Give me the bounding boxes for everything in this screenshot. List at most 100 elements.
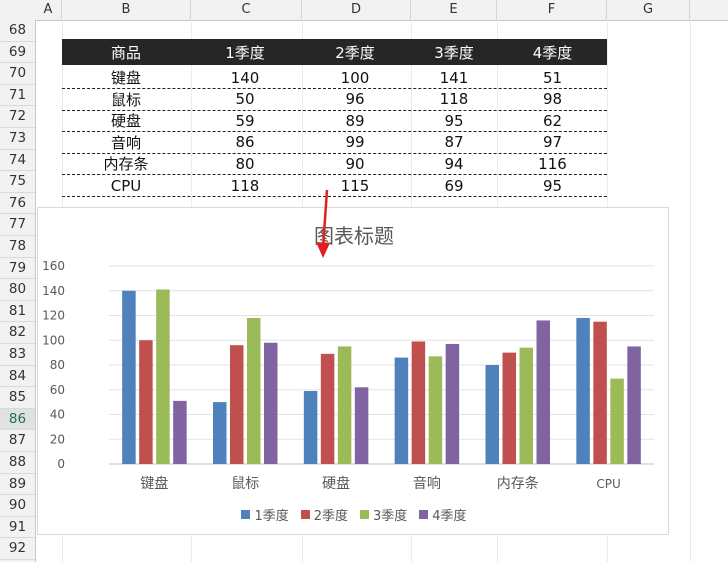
- row-header-84[interactable]: 84: [0, 366, 35, 388]
- row-header-72[interactable]: 72: [0, 106, 35, 128]
- row-header-81[interactable]: 81: [0, 301, 35, 323]
- bar-2季度-鼠标[interactable]: [230, 345, 244, 464]
- table-cell[interactable]: 内存条: [103, 155, 149, 174]
- bar-4季度-CPU[interactable]: [627, 346, 641, 464]
- table-cell[interactable]: 3季度: [434, 43, 474, 62]
- row-header-80[interactable]: 80: [0, 279, 35, 301]
- legend-item[interactable]: 2季度: [300, 505, 348, 524]
- bar-1季度-CPU[interactable]: [576, 317, 590, 464]
- table-cell[interactable]: 95: [444, 111, 464, 130]
- table-cell[interactable]: 59: [235, 111, 255, 130]
- bar-2季度-键盘[interactable]: [139, 340, 153, 464]
- table-cell[interactable]: 51: [542, 68, 563, 87]
- table-cell[interactable]: 97: [542, 133, 563, 152]
- table-row-divider: [62, 196, 607, 197]
- row-header-74[interactable]: 74: [0, 150, 35, 172]
- table-cell[interactable]: 69: [444, 176, 464, 195]
- row-header-69[interactable]: 69: [0, 42, 35, 64]
- bar-3季度-内存条[interactable]: [519, 347, 534, 464]
- row-header-78[interactable]: 78: [0, 236, 35, 258]
- table-cell[interactable]: 89: [345, 111, 365, 130]
- row-header-90[interactable]: 90: [0, 495, 35, 517]
- bar-4季度-硬盘[interactable]: [354, 387, 369, 464]
- table-cell[interactable]: 94: [444, 154, 464, 173]
- table-cell[interactable]: 140: [230, 68, 260, 87]
- table-cell[interactable]: 62: [542, 111, 563, 130]
- row-header-87[interactable]: 87: [0, 430, 35, 452]
- bar-3季度-硬盘[interactable]: [337, 346, 352, 464]
- column-header-g[interactable]: G: [607, 0, 690, 20]
- table-cell[interactable]: 86: [235, 133, 255, 152]
- table-cell[interactable]: 商品: [110, 43, 141, 62]
- legend-item[interactable]: 4季度: [419, 505, 467, 524]
- row-header-70[interactable]: 70: [0, 63, 35, 85]
- bar-3季度-音响[interactable]: [428, 356, 443, 464]
- table-cell[interactable]: 100: [340, 68, 370, 87]
- column-header-a[interactable]: A: [35, 0, 62, 20]
- table-cell[interactable]: 141: [439, 68, 469, 87]
- bar-2季度-CPU[interactable]: [593, 321, 607, 464]
- column-header-b[interactable]: B: [62, 0, 191, 20]
- row-header-85[interactable]: 85: [0, 387, 35, 409]
- table-cell[interactable]: CPU: [110, 176, 142, 195]
- column-header-f[interactable]: F: [497, 0, 607, 20]
- bar-2季度-内存条[interactable]: [502, 352, 517, 464]
- bar-1季度-键盘[interactable]: [122, 290, 136, 464]
- legend-item[interactable]: 1季度: [241, 505, 289, 524]
- table-cell[interactable]: 99: [345, 133, 365, 152]
- bar-3季度-鼠标[interactable]: [247, 317, 261, 464]
- table-cell[interactable]: 118: [230, 176, 260, 195]
- chart-area[interactable]: 图表标题 0 20 40 60 80 100 120 140 160 键盘 鼠标 硬盘 音响 内存条 CPU…: [37, 207, 669, 535]
- table-cell[interactable]: 4季度: [532, 43, 573, 62]
- row-header-83[interactable]: 83: [0, 344, 35, 366]
- bar-4季度-内存条[interactable]: [536, 320, 551, 464]
- bar-4季度-键盘[interactable]: [173, 400, 187, 464]
- bar-3季度-CPU[interactable]: [610, 378, 624, 464]
- row-header-79[interactable]: 79: [0, 258, 35, 280]
- table-cell[interactable]: 2季度: [335, 43, 375, 62]
- table-cell[interactable]: 95: [542, 176, 563, 195]
- bar-4季度-音响[interactable]: [445, 343, 460, 464]
- row-header-92[interactable]: 92: [0, 538, 35, 560]
- row-header-88[interactable]: 88: [0, 452, 35, 474]
- row-header-86[interactable]: 86: [0, 408, 35, 431]
- table-cell[interactable]: 鼠标: [110, 90, 141, 109]
- chart-legend[interactable]: 1季度 2季度 3季度 4季度: [38, 505, 670, 524]
- table-cell[interactable]: 87: [444, 133, 464, 152]
- sheet-gridline: [690, 20, 691, 562]
- column-header-e[interactable]: E: [411, 0, 497, 20]
- table-cell[interactable]: 96: [345, 90, 365, 109]
- table-cell[interactable]: 118: [439, 90, 469, 109]
- column-header-c[interactable]: C: [191, 0, 302, 20]
- legend-item[interactable]: 3季度: [360, 505, 407, 524]
- row-header-89[interactable]: 89: [0, 474, 35, 496]
- bar-3季度-键盘[interactable]: [156, 289, 170, 464]
- table-cell[interactable]: 80: [235, 154, 255, 173]
- table-cell[interactable]: 硬盘: [110, 112, 141, 131]
- row-header-75[interactable]: 75: [0, 171, 35, 193]
- bar-2季度-音响[interactable]: [411, 341, 426, 464]
- bar-4季度-鼠标[interactable]: [264, 342, 278, 464]
- bar-1季度-内存条[interactable]: [485, 365, 500, 464]
- bar-1季度-硬盘[interactable]: [303, 390, 318, 464]
- row-header-71[interactable]: 71: [0, 85, 35, 107]
- table-cell[interactable]: 1季度: [225, 43, 265, 62]
- row-header-68[interactable]: 68: [0, 20, 35, 42]
- row-header-76[interactable]: 76: [0, 193, 35, 215]
- row-header-73[interactable]: 73: [0, 128, 35, 150]
- column-header-d[interactable]: D: [302, 0, 411, 20]
- row-header-91[interactable]: 91: [0, 517, 35, 539]
- bar-1季度-音响[interactable]: [394, 357, 409, 464]
- row-header-77[interactable]: 77: [0, 214, 35, 236]
- table-cell[interactable]: 116: [538, 154, 567, 173]
- bar-1季度-鼠标[interactable]: [213, 402, 227, 464]
- table-cell[interactable]: 50: [235, 90, 255, 109]
- row-header-82[interactable]: 82: [0, 322, 35, 344]
- bar-2季度-硬盘[interactable]: [320, 353, 335, 464]
- table-cell[interactable]: 键盘: [110, 69, 141, 87]
- table-cell[interactable]: 90: [345, 154, 365, 173]
- table-cell[interactable]: 98: [542, 90, 563, 109]
- table-cell[interactable]: 115: [340, 176, 370, 195]
- table-cell[interactable]: 音响: [110, 133, 141, 152]
